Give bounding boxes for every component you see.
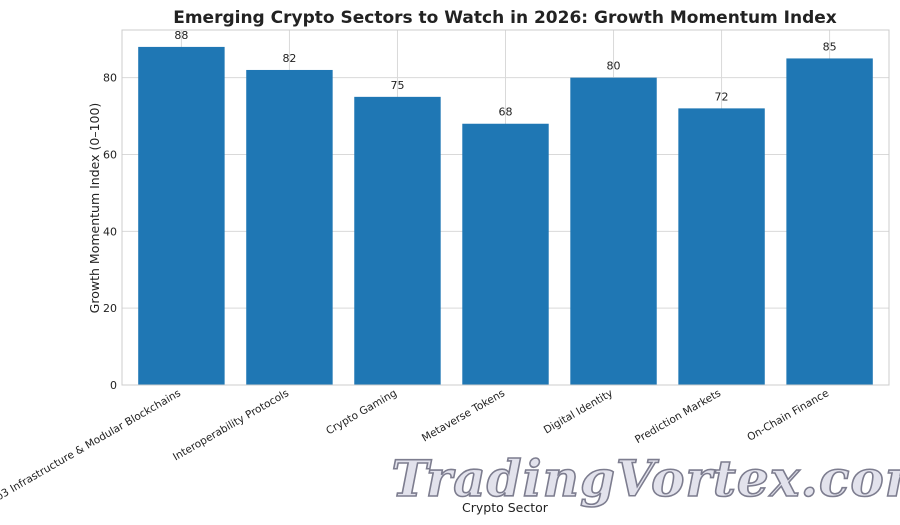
x-tick-label: Web3 Infrastructure & Modular Blockchain… bbox=[0, 387, 183, 511]
bars bbox=[138, 46, 873, 386]
data-labels: 88 82 75 68 80 72 85 bbox=[174, 29, 836, 119]
data-label: 68 bbox=[499, 106, 513, 119]
x-tick-label: Prediction Markets bbox=[633, 387, 723, 446]
y-tick-label: 20 bbox=[103, 302, 117, 315]
bar bbox=[246, 69, 333, 385]
x-tick-label: Crypto Gaming bbox=[324, 387, 399, 437]
data-label: 75 bbox=[390, 79, 404, 92]
x-tick-label: Metaverse Tokens bbox=[420, 387, 507, 444]
x-tick-label: Digital Identity bbox=[542, 387, 615, 436]
x-axis-label: Crypto Sector bbox=[462, 500, 549, 515]
y-axis-ticks: 0 20 40 60 80 bbox=[103, 72, 117, 392]
bar bbox=[570, 77, 657, 386]
watermark-logo: TradingVortex.com bbox=[391, 449, 900, 508]
plot-frame bbox=[121, 29, 890, 386]
x-tick-label: On-Chain Finance bbox=[745, 387, 831, 444]
data-label: 72 bbox=[715, 90, 729, 103]
bar bbox=[462, 123, 549, 385]
bar bbox=[678, 108, 765, 386]
y-tick-label: 60 bbox=[103, 148, 117, 161]
bar bbox=[786, 58, 873, 386]
y-tick-label: 0 bbox=[110, 379, 117, 392]
y-tick-label: 40 bbox=[103, 225, 117, 238]
chart-title: Emerging Crypto Sectors to Watch in 2026… bbox=[173, 8, 837, 28]
y-tick-label: 80 bbox=[103, 72, 117, 85]
bar bbox=[354, 96, 441, 385]
bar bbox=[138, 46, 225, 386]
x-tick-label: Interoperability Protocols bbox=[171, 387, 291, 463]
y-axis-label: Growth Momentum Index (0–100) bbox=[87, 103, 102, 314]
data-label: 82 bbox=[282, 52, 296, 65]
data-label: 80 bbox=[607, 60, 621, 73]
data-label: 88 bbox=[174, 29, 188, 42]
data-label: 85 bbox=[823, 40, 837, 53]
